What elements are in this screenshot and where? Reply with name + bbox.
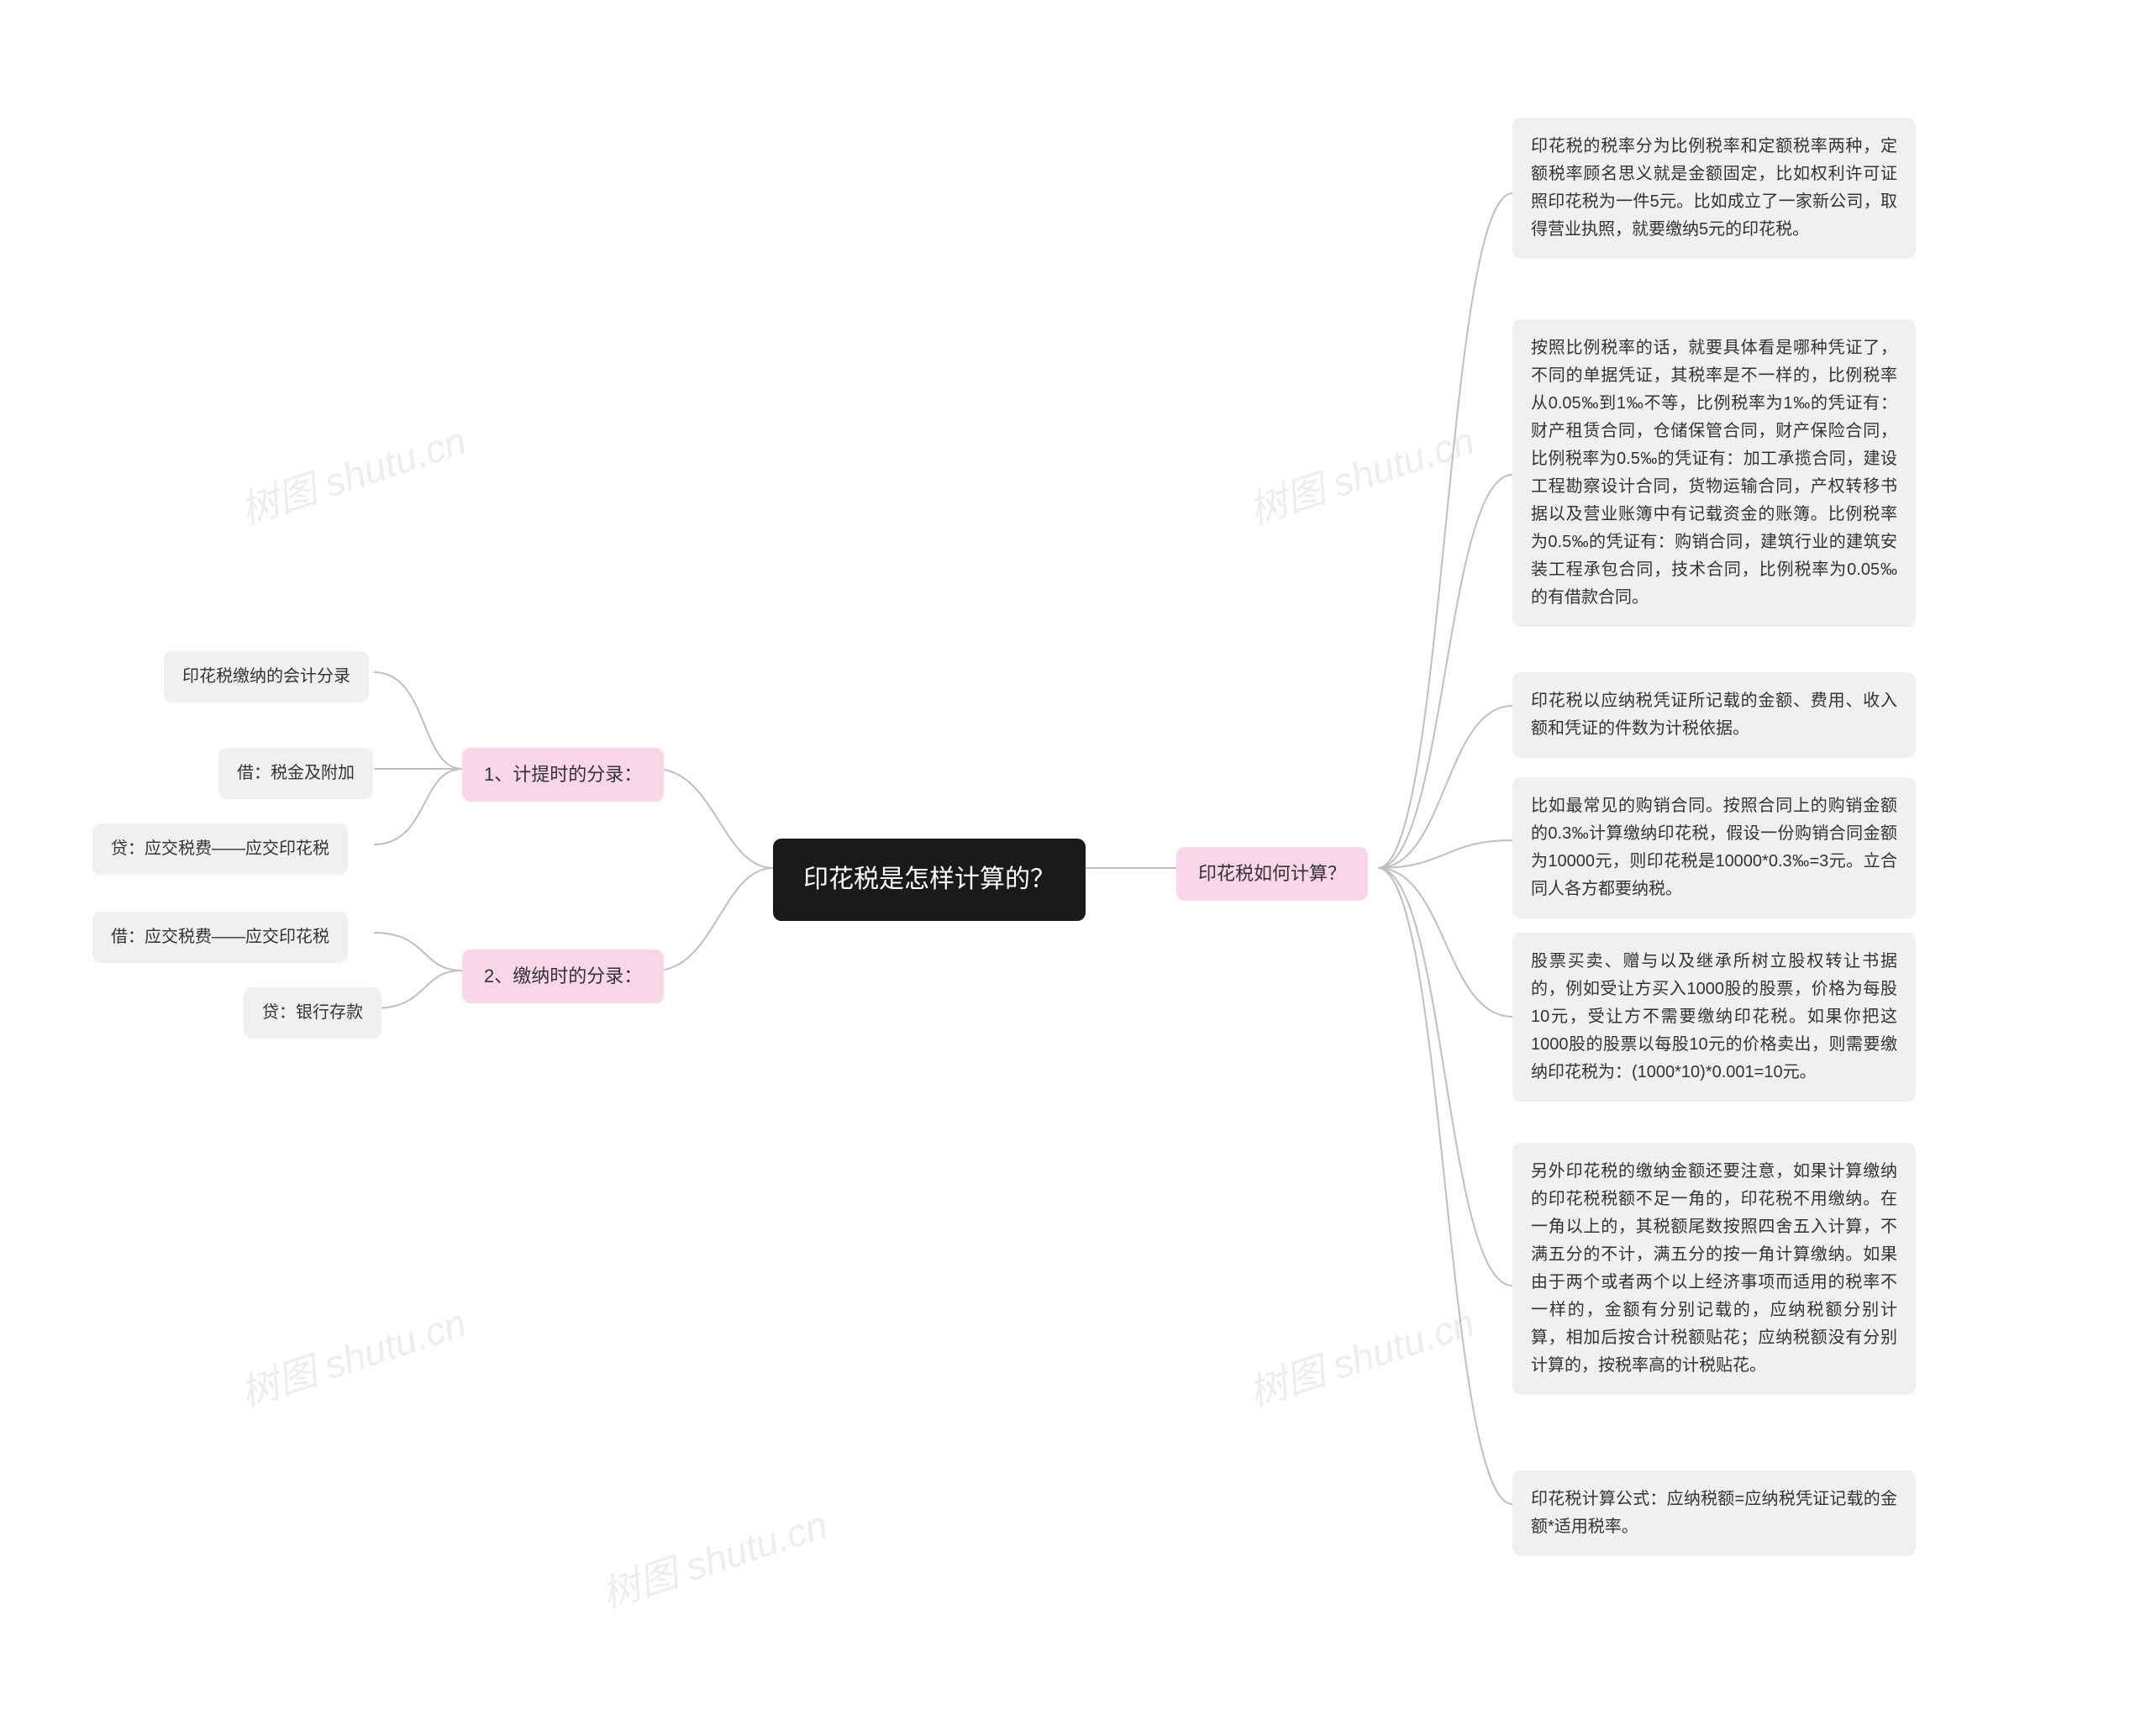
- leaf-debit-tax-label: 借：税金及附加: [237, 760, 355, 787]
- detail-node-4[interactable]: 股票买卖、赠与以及继承所树立股权转让书据的，例如受让方买入1000股的股票，价格…: [1512, 933, 1916, 1102]
- detail-text-2: 印花税以应纳税凭证所记载的金额、费用、收入额和凭证的件数为计税依据。: [1531, 687, 1897, 743]
- leaf-accounting-entry[interactable]: 印花税缴纳的会计分录: [164, 651, 369, 702]
- leaf-credit-bank[interactable]: 贷：银行存款: [244, 987, 381, 1039]
- leaf-credit-payable[interactable]: 贷：应交税费——应交印花税: [92, 823, 348, 875]
- detail-node-0[interactable]: 印花税的税率分为比例税率和定额税率两种，定额税率顾名思义就是金额固定，比如权利许…: [1512, 118, 1916, 259]
- detail-text-1: 按照比例税率的话，就要具体看是哪种凭证了，不同的单据凭证，其税率是不一样的，比例…: [1531, 334, 1897, 612]
- detail-node-5[interactable]: 另外印花税的缴纳金额还要注意，如果计算缴纳的印花税税额不足一角的，印花税不用缴纳…: [1512, 1143, 1916, 1395]
- branch-how-calculate[interactable]: 印花税如何计算？: [1176, 847, 1368, 901]
- watermark: 树图 shutu.cn: [233, 411, 472, 536]
- leaf-debit-tax[interactable]: 借：税金及附加: [218, 748, 373, 799]
- leaf-accounting-entry-label: 印花税缴纳的会计分录: [182, 663, 350, 691]
- leaf-debit-payable[interactable]: 借：应交税费——应交印花税: [92, 912, 348, 963]
- detail-text-3: 比如最常见的购销合同。按照合同上的购销金额的0.3‰计算缴纳印花税，假设一份购销…: [1531, 792, 1897, 903]
- branch-how-calculate-label: 印花税如何计算？: [1198, 859, 1346, 889]
- detail-node-2[interactable]: 印花税以应纳税凭证所记载的金额、费用、收入额和凭证的件数为计税依据。: [1512, 672, 1916, 758]
- root-node[interactable]: 印花税是怎样计算的？: [773, 839, 1086, 921]
- branch-payment[interactable]: 2、缴纳时的分录：: [462, 950, 664, 1003]
- detail-text-5: 另外印花税的缴纳金额还要注意，如果计算缴纳的印花税税额不足一角的，印花税不用缴纳…: [1531, 1158, 1897, 1380]
- detail-text-6: 印花税计算公式：应纳税额=应纳税凭证记载的金额*适用税率。: [1531, 1486, 1897, 1541]
- detail-node-6[interactable]: 印花税计算公式：应纳税额=应纳税凭证记载的金额*适用税率。: [1512, 1470, 1916, 1556]
- detail-node-1[interactable]: 按照比例税率的话，就要具体看是哪种凭证了，不同的单据凭证，其税率是不一样的，比例…: [1512, 319, 1916, 627]
- branch-accrual-label: 1、计提时的分录：: [484, 760, 642, 790]
- leaf-debit-payable-label: 借：应交税费——应交印花税: [111, 923, 329, 951]
- mindmap-canvas: 印花税是怎样计算的？ 1、计提时的分录： 2、缴纳时的分录： 印花税缴纳的会计分…: [0, 0, 2151, 1736]
- branch-payment-label: 2、缴纳时的分录：: [484, 961, 642, 992]
- detail-text-0: 印花税的税率分为比例税率和定额税率两种，定额税率顾名思义就是金额固定，比如权利许…: [1531, 133, 1897, 244]
- watermark: 树图 shutu.cn: [1241, 1293, 1480, 1418]
- watermark: 树图 shutu.cn: [594, 1495, 834, 1620]
- leaf-credit-bank-label: 贷：银行存款: [262, 999, 363, 1027]
- leaf-credit-payable-label: 贷：应交税费——应交印花税: [111, 835, 329, 863]
- branch-accrual[interactable]: 1、计提时的分录：: [462, 748, 664, 802]
- detail-node-3[interactable]: 比如最常见的购销合同。按照合同上的购销金额的0.3‰计算缴纳印花税，假设一份购销…: [1512, 777, 1916, 918]
- watermark: 树图 shutu.cn: [1241, 411, 1480, 536]
- root-label: 印花税是怎样计算的？: [803, 859, 1055, 901]
- watermark: 树图 shutu.cn: [233, 1293, 472, 1418]
- detail-text-4: 股票买卖、赠与以及继承所树立股权转让书据的，例如受让方买入1000股的股票，价格…: [1531, 948, 1897, 1086]
